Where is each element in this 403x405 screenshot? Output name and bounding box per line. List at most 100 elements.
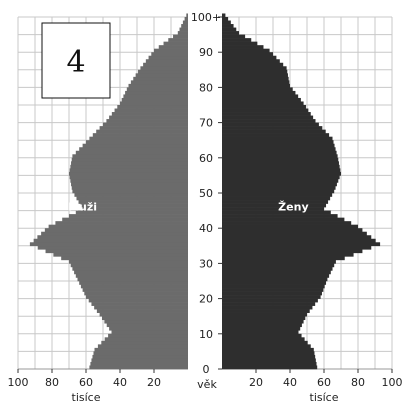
- bar-female: [222, 122, 319, 127]
- bar-female: [222, 83, 290, 88]
- bar-female: [222, 87, 293, 92]
- bar-male: [117, 105, 188, 109]
- bar-female: [222, 238, 376, 243]
- bar-female: [222, 326, 301, 331]
- bar-male: [163, 41, 188, 46]
- bar-male: [121, 97, 188, 102]
- bar-male: [70, 164, 188, 169]
- bar-male: [140, 66, 188, 71]
- bar-male: [72, 189, 188, 194]
- bar-female: [222, 17, 229, 21]
- panel-number: 4: [66, 45, 85, 80]
- bar-male: [69, 214, 188, 218]
- panel-number-box: [41, 22, 111, 99]
- bar-female: [222, 140, 334, 145]
- bar-male: [104, 337, 188, 342]
- bar-male: [92, 354, 188, 359]
- age-tick-label: 80: [199, 81, 213, 94]
- bar-female: [222, 80, 290, 85]
- bar-male: [138, 69, 188, 74]
- bar-male: [133, 76, 188, 81]
- bar-male: [151, 52, 188, 57]
- bar-female: [222, 69, 288, 74]
- bar-female: [222, 97, 301, 102]
- male-bars: [29, 13, 189, 370]
- bar-male: [120, 101, 188, 106]
- bar-female: [222, 323, 302, 328]
- bar-female: [222, 312, 307, 317]
- bar-male: [71, 185, 188, 190]
- x-tick-label-left: 100: [8, 376, 29, 389]
- bar-female: [222, 351, 315, 356]
- bar-male: [158, 45, 188, 49]
- bar-female: [222, 365, 318, 370]
- bar-male: [88, 298, 188, 303]
- bar-male: [109, 326, 188, 331]
- bar-female: [222, 133, 330, 137]
- bar-female: [222, 200, 329, 204]
- bar-female: [222, 319, 304, 324]
- bar-male: [69, 259, 188, 264]
- bar-male: [97, 344, 188, 349]
- bar-male: [186, 13, 188, 18]
- bar-female: [222, 316, 306, 321]
- bar-female: [222, 288, 324, 292]
- bar-male: [114, 108, 188, 113]
- bar-female: [222, 31, 239, 35]
- bar-male: [37, 235, 188, 240]
- bar-male: [75, 273, 188, 278]
- bar-male: [89, 365, 188, 370]
- bar-female: [222, 171, 341, 176]
- bar-male: [104, 319, 188, 324]
- x-tick-label-left: 20: [147, 376, 161, 389]
- bar-male: [109, 115, 188, 120]
- bar-female: [222, 38, 252, 42]
- bar-male: [48, 224, 188, 229]
- bar-female: [222, 235, 372, 240]
- bar-female: [222, 309, 310, 313]
- bar-male: [128, 83, 188, 88]
- age-tick-label: 20: [199, 293, 213, 306]
- bar-male: [53, 252, 188, 257]
- bar-female: [222, 150, 337, 155]
- series-label-male: Muži: [68, 201, 97, 214]
- bar-female: [222, 245, 372, 250]
- bar-female: [222, 55, 277, 60]
- age-tick-label: 100+: [191, 11, 221, 24]
- bar-female: [222, 284, 325, 289]
- bar-male: [111, 112, 188, 116]
- bar-male: [101, 340, 188, 345]
- bar-male: [101, 316, 188, 321]
- bar-male: [41, 231, 189, 236]
- bar-female: [222, 203, 327, 208]
- age-axis: 0 10 20 30 40 50 60 70 80 90 100+: [191, 11, 222, 376]
- bar-female: [222, 228, 363, 233]
- bar-male: [44, 228, 188, 233]
- bar-male: [111, 330, 188, 335]
- bar-male: [179, 27, 188, 32]
- bar-female: [222, 221, 352, 225]
- age-tick-label: 10: [199, 328, 213, 341]
- bar-male: [123, 94, 188, 99]
- bar-male: [78, 200, 188, 204]
- bar-female: [222, 48, 270, 53]
- bar-female: [222, 330, 299, 335]
- bar-female: [222, 273, 330, 278]
- bar-female: [222, 129, 326, 134]
- bar-male: [106, 323, 188, 328]
- bar-female: [222, 207, 324, 211]
- bar-male: [74, 270, 188, 275]
- bar-male: [82, 143, 188, 148]
- bar-male: [90, 361, 188, 366]
- bar-female: [222, 27, 237, 32]
- age-tick-label: 30: [199, 257, 213, 270]
- bar-female: [222, 105, 306, 109]
- x-tick-label-right: 20: [249, 376, 263, 389]
- bar-male: [86, 295, 188, 299]
- bar-female: [222, 112, 311, 116]
- bar-male: [168, 38, 188, 42]
- bar-female: [222, 259, 336, 264]
- bar-male: [80, 284, 188, 289]
- bar-female: [222, 24, 234, 28]
- bar-male: [99, 126, 188, 130]
